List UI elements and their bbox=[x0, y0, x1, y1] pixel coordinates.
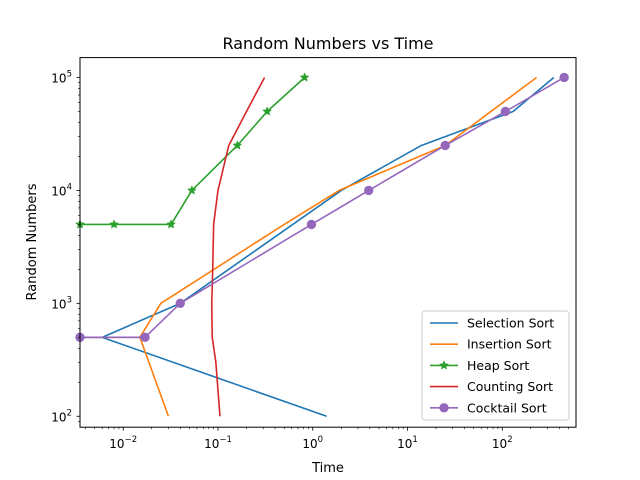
legend: Selection Sort Insertion Sort Heap Sort Cou… bbox=[421, 310, 570, 421]
cocktail-sort-marker bbox=[306, 219, 317, 230]
cocktail-sort-marker bbox=[440, 140, 450, 151]
y-tick-label: 102 bbox=[51, 408, 72, 424]
y-axis-label: Random Numbers bbox=[25, 183, 40, 300]
heap-sort-marker bbox=[262, 106, 273, 116]
y-tick-label: 105 bbox=[51, 69, 72, 85]
y-tick-label: 103 bbox=[51, 295, 72, 311]
legend-label-heap-sort: Heap Sort bbox=[467, 358, 529, 373]
legend-label-insertion-sort: Insertion Sort bbox=[467, 337, 552, 352]
heap-sort-marker bbox=[186, 185, 197, 195]
cocktail-sort-line bbox=[80, 76, 565, 339]
heap-sort-marker bbox=[166, 219, 177, 229]
x-tick-label: 10−1 bbox=[204, 435, 232, 451]
x-tick-label: 102 bbox=[492, 435, 513, 451]
cocktail-sort-marker bbox=[140, 332, 150, 343]
plot-area bbox=[75, 72, 569, 418]
heap-sort-marker bbox=[232, 140, 243, 150]
y-tick-label: 104 bbox=[51, 182, 72, 198]
cocktail-sort-marker bbox=[559, 72, 569, 83]
x-tick-label: 100 bbox=[302, 435, 323, 451]
legend-label-selection-sort: Selection Sort bbox=[467, 316, 554, 331]
x-tick-label: 10−2 bbox=[109, 435, 137, 451]
cocktail-sort-marker bbox=[500, 106, 511, 117]
cocktail-sort-marker bbox=[364, 185, 374, 196]
y-axis: 102 103 104 105 bbox=[51, 69, 80, 424]
x-tick-label: 101 bbox=[397, 435, 418, 451]
legend-label-counting-sort: Counting Sort bbox=[467, 379, 553, 394]
axes-frame bbox=[79, 57, 577, 428]
chart-title: Random Numbers vs Time bbox=[222, 34, 433, 53]
legend-box bbox=[421, 310, 570, 421]
x-axis: 10−2 10−1 100 101 102 bbox=[85, 427, 569, 451]
counting-sort-line bbox=[210, 77, 266, 417]
legend-marker-cocktail-sort bbox=[439, 403, 449, 413]
cocktail-sort-marker bbox=[175, 298, 185, 309]
legend-marker-heap-sort bbox=[439, 360, 449, 370]
heap-sort-marker bbox=[299, 72, 310, 82]
heap-sort-marker bbox=[109, 219, 120, 229]
legend-label-cocktail-sort: Cocktail Sort bbox=[467, 400, 547, 415]
x-axis-label: Time bbox=[311, 461, 344, 476]
